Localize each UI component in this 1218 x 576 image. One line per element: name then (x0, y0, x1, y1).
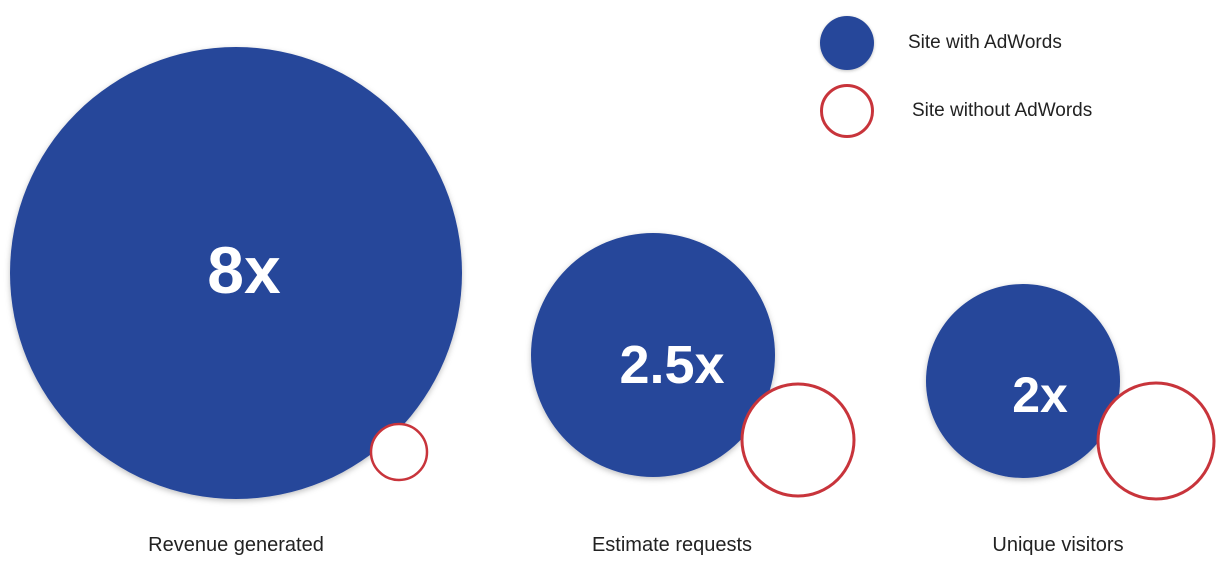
bubble-value-label-unique-visitors: 2x (1012, 367, 1068, 423)
legend-swatch-without-adwords (820, 84, 874, 138)
legend-swatch-with-adwords (820, 16, 874, 70)
category-label-revenue-generated: Revenue generated (148, 534, 324, 556)
bubble-with-adwords-estimate-requests (531, 233, 775, 477)
bubble-value-label-estimate-requests: 2.5x (619, 335, 724, 395)
legend-label-without-adwords: Site without AdWords (912, 100, 1093, 121)
bubble-value-label-revenue-generated: 8x (207, 233, 281, 307)
legend-label-with-adwords: Site with AdWords (908, 32, 1062, 53)
bubble-without-adwords-revenue-generated (369, 422, 429, 482)
bubble-with-adwords-revenue-generated (10, 47, 462, 499)
category-label-unique-visitors: Unique visitors (992, 534, 1123, 556)
bubble-without-adwords-estimate-requests (740, 382, 856, 498)
bubble-with-adwords-unique-visitors (926, 284, 1120, 478)
category-label-estimate-requests: Estimate requests (592, 534, 752, 556)
legend-item-with-adwords: Site with AdWords (820, 16, 1062, 70)
legend-item-without-adwords: Site without AdWords (820, 84, 1092, 138)
bubble-without-adwords-unique-visitors (1096, 381, 1216, 501)
